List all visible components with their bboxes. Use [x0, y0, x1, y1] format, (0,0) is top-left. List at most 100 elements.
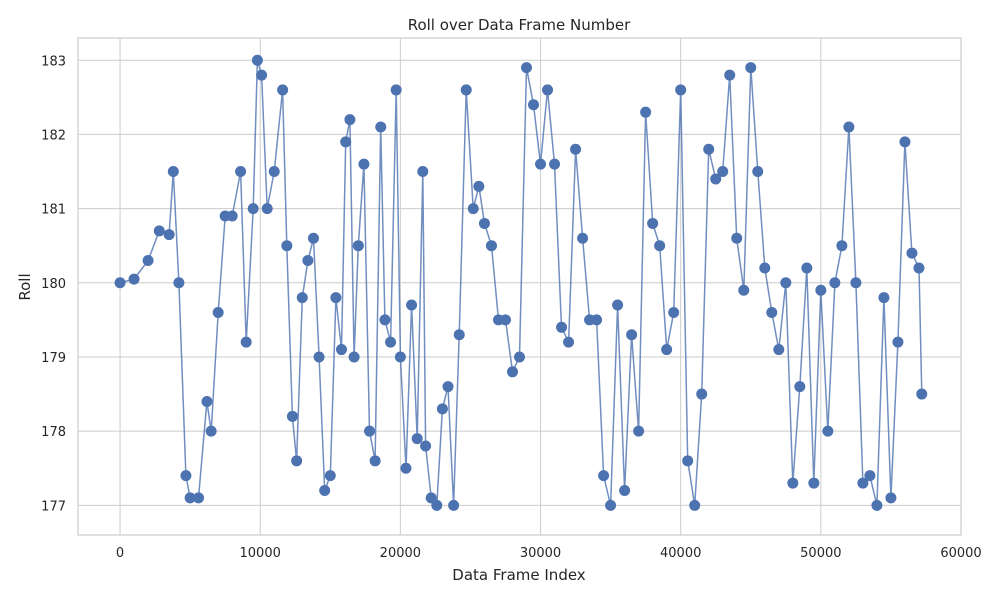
data-point [431, 499, 443, 511]
data-point [787, 477, 799, 489]
data-point [420, 440, 432, 452]
data-point [906, 247, 918, 259]
data-point [364, 425, 376, 437]
data-point [668, 306, 680, 318]
data-point [390, 84, 402, 96]
data-point [885, 492, 897, 504]
data-point [626, 329, 638, 341]
y-tick-label: 180 [41, 277, 66, 292]
data-point [591, 314, 603, 326]
data-point [473, 180, 485, 192]
data-point [296, 292, 308, 304]
data-point [400, 462, 412, 474]
data-point [324, 470, 336, 482]
data-point [892, 336, 904, 348]
data-point [240, 336, 252, 348]
data-point [514, 351, 525, 363]
x-tick-label: 10000 [240, 546, 281, 561]
data-point [307, 232, 319, 244]
series-line [119, 60, 923, 508]
data-point [710, 173, 722, 185]
data-point [717, 166, 729, 178]
data-point [201, 395, 213, 407]
data-point [570, 143, 582, 155]
data-point [766, 306, 778, 318]
data-point [247, 203, 259, 215]
data-point [226, 210, 238, 222]
data-point [745, 62, 757, 74]
data-point [535, 158, 547, 170]
data-point [142, 255, 154, 267]
data-point [261, 203, 273, 215]
data-point [654, 240, 666, 252]
x-tick-label: 0 [116, 546, 124, 561]
data-point [661, 344, 673, 356]
data-point [485, 240, 497, 252]
data-point [682, 455, 694, 467]
data-point [302, 255, 314, 267]
data-point [577, 232, 589, 244]
data-point [173, 277, 185, 289]
data-point [780, 277, 792, 289]
data-point [916, 388, 928, 400]
data-point [801, 262, 813, 274]
data-point [467, 203, 479, 215]
data-point [738, 284, 750, 296]
data-point [369, 455, 381, 467]
data-point [808, 477, 820, 489]
data-point [256, 69, 268, 81]
data-point [689, 499, 701, 511]
data-point [205, 425, 217, 437]
data-point [212, 306, 224, 318]
data-point [358, 158, 370, 170]
data-point [612, 299, 624, 311]
x-axis-label: Data Frame Index [452, 566, 586, 584]
data-point [460, 84, 472, 96]
data-point [406, 299, 418, 311]
data-point [291, 455, 303, 467]
data-point [731, 232, 743, 244]
data-point [180, 470, 192, 482]
data-point [385, 336, 397, 348]
data-point [752, 166, 764, 178]
data-point [114, 277, 126, 289]
data-point [153, 225, 165, 237]
x-tick-label: 60000 [940, 546, 981, 561]
data-point [836, 240, 848, 252]
data-point [375, 121, 387, 133]
data-point [268, 166, 280, 178]
data-point [506, 366, 518, 378]
data-point [499, 314, 511, 326]
data-point [878, 292, 890, 304]
data-point [794, 381, 806, 393]
data-point [193, 492, 205, 504]
chart-title: Roll over Data Frame Number [408, 16, 631, 34]
data-point [696, 388, 708, 400]
data-point [352, 240, 364, 252]
x-tick-label: 30000 [520, 546, 561, 561]
data-point [442, 381, 454, 393]
y-axis-label: Roll [16, 273, 34, 300]
data-point [850, 277, 862, 289]
data-point [724, 69, 736, 81]
x-tick-label: 40000 [660, 546, 701, 561]
data-point [521, 62, 533, 74]
data-point [286, 410, 298, 422]
x-axis-ticks: 0 10000 20000 30000 40000 50000 60000 [116, 546, 982, 561]
data-point [619, 484, 631, 496]
data-point [542, 84, 554, 96]
data-point [703, 143, 715, 155]
data-point [379, 314, 391, 326]
data-point [184, 492, 196, 504]
data-point [128, 273, 140, 285]
data-point [563, 336, 575, 348]
data-point [453, 329, 465, 341]
data-point [913, 262, 925, 274]
y-tick-label: 177 [41, 499, 66, 514]
data-point [899, 136, 911, 148]
data-point [436, 403, 448, 415]
data-point [857, 477, 869, 489]
data-point [330, 292, 342, 304]
data-point [313, 351, 325, 363]
